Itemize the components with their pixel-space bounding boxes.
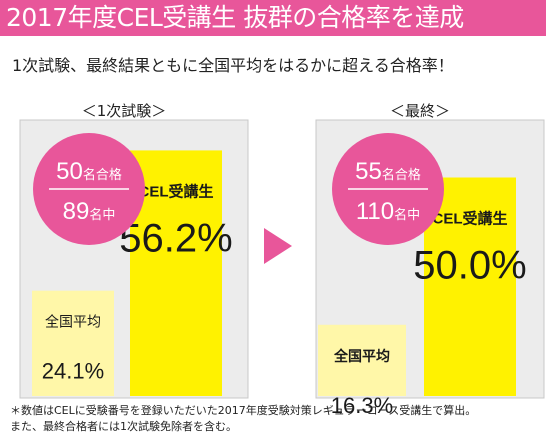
value-label-cel-final: 50.0% bbox=[413, 244, 526, 288]
badge-passed-final: 55名合格 bbox=[355, 158, 421, 185]
value-label-cel-first-exam: 56.2% bbox=[119, 216, 232, 260]
badge-passed-unit-final: 名合格 bbox=[382, 167, 421, 182]
badge-total-count-final: 110 bbox=[356, 198, 394, 225]
value-label-average-first-exam: 24.1% bbox=[42, 359, 104, 384]
badge-passed-count-final: 55 bbox=[355, 158, 382, 185]
bar-average-first-exam bbox=[32, 290, 114, 396]
page-title: 2017年度CEL受講生 抜群の合格率を達成 bbox=[6, 3, 464, 32]
bar-cel-first-exam bbox=[130, 150, 222, 396]
bar-label-cel-first-exam: CEL受講生 bbox=[138, 182, 213, 200]
badge-passed-count-first-exam: 50 bbox=[56, 158, 83, 185]
badge-passed-unit-first-exam: 名合格 bbox=[83, 167, 122, 182]
badge-total-first-exam: 89名中 bbox=[63, 198, 116, 225]
badge-total-unit-first-exam: 名中 bbox=[89, 207, 115, 222]
bar-label-cel-final: CEL受講生 bbox=[432, 210, 507, 228]
footnote: ＊数値はCELに受験番号を登録いただいた2017年度受験対策レギュラーコース受講… bbox=[10, 403, 540, 435]
badge-total-final: 110名中 bbox=[356, 198, 420, 225]
arrow-right-icon bbox=[264, 228, 292, 264]
badge-total-count-first-exam: 89 bbox=[63, 198, 90, 225]
panel-label-first-exam: ＜1次試験＞ bbox=[81, 102, 167, 120]
page-header: 2017年度CEL受講生 抜群の合格率を達成 bbox=[0, 0, 546, 36]
bar-cel-final bbox=[424, 177, 516, 396]
bar-label-average-first-exam: 全国平均 bbox=[45, 314, 101, 330]
badge-total-unit-final: 名中 bbox=[394, 207, 420, 222]
value-label-average-final: 16.3% bbox=[331, 393, 393, 418]
subtitle: 1次試験、最終結果ともに全国平均をはるかに超える合格率！ bbox=[12, 56, 454, 75]
panel-label-final: ＜最終＞ bbox=[389, 102, 450, 120]
badge-passed-first-exam: 50名合格 bbox=[56, 158, 122, 185]
footnote-line-1: ＊数値はCELに受験番号を登録いただいた2017年度受験対策レギュラーコース受講… bbox=[10, 404, 477, 417]
bar-label-average-final: 全国平均 bbox=[333, 348, 390, 364]
footnote-line-2: また、最終合格者には1次試験免除者を含む。 bbox=[10, 420, 237, 433]
bar-average-final bbox=[318, 324, 406, 396]
